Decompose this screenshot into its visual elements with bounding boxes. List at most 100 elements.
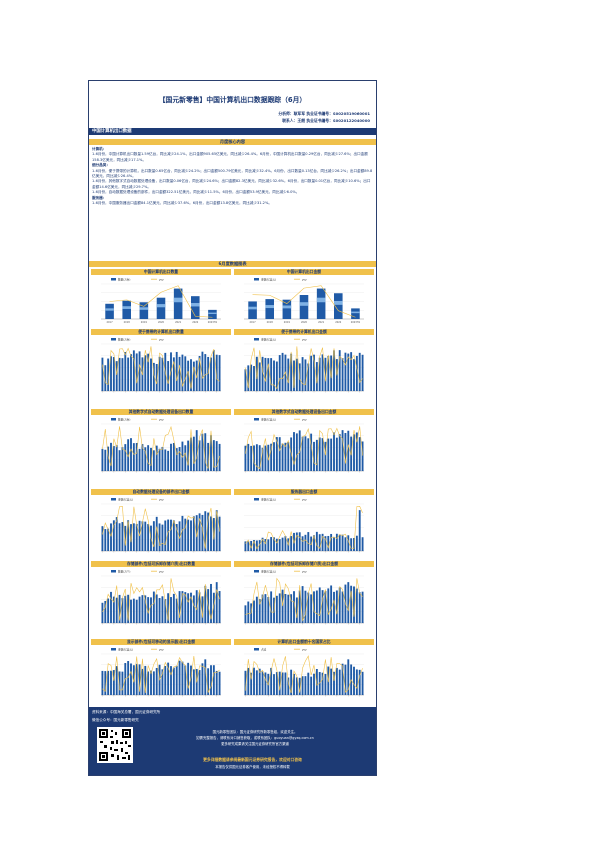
bar [178,356,181,391]
bar [358,669,361,695]
bar [293,432,295,471]
bar [295,433,298,471]
legend-label-line: yoy [302,279,307,282]
bar [338,434,341,471]
bar [158,448,161,471]
bar [299,295,309,319]
bar [261,671,264,695]
bar [290,353,293,391]
bar [173,288,183,319]
yoy-line [102,656,220,694]
bar [310,594,313,623]
bar [353,666,355,695]
bar [124,352,127,391]
bar [341,358,344,391]
bar [105,303,114,319]
bar [135,599,138,623]
bar [161,596,164,623]
paragraph: 1-6月份，便于携带的计算机，出口数量0.65亿台，同比减少24.2%；出口金额… [92,168,373,179]
bar [321,354,324,391]
bar [132,443,135,471]
legend-swatch-bar [254,278,259,281]
tick-label: 2023H1 [351,321,361,324]
bar-segment [105,308,114,311]
bar [358,592,361,623]
bar [190,437,192,471]
bar [278,539,281,551]
footer-source: 资料来源：中国海关总署，国元证券研究所 [92,710,161,714]
bar [190,592,192,623]
bar [167,361,170,391]
bar [135,443,138,471]
bar [121,671,124,695]
legend-label-bar: 数量(万台) [118,338,130,342]
bar [201,514,204,551]
bar [121,358,124,391]
legend-label-bar: 金额(亿美元) [261,278,276,282]
bar [334,293,343,319]
bar [335,533,338,551]
bar [167,450,170,471]
bar [104,449,107,471]
bar [307,363,310,391]
bar [152,521,155,551]
legend-label-bar: 金额(亿美元) [118,648,133,652]
bar [170,519,172,551]
bar [122,300,131,319]
yoy-line [102,346,220,389]
bar [281,537,284,551]
chart-svg: 金额(亿美元) yoy [244,570,364,625]
bar [310,355,313,391]
chart-svg: 金额(亿美元) yoy [101,498,221,553]
legend-label-bar: 占比 [261,648,267,652]
bar [127,661,130,695]
bar [192,669,195,695]
report-page: 【国元新零售】中国计算机出口数据跟踪（6月） 分析师：耿军军 执业证书编号：S0… [88,80,377,776]
bar [316,288,326,319]
bar [204,433,207,471]
bar [110,670,112,695]
chart-svg: 金额(亿美元) yoy 2017 2018 2019 2020 2021 2022 2023H1 [244,278,364,324]
bar [192,361,195,391]
legend-swatch-bar [254,418,259,421]
legend-label-line: yoy [302,571,307,574]
bar [147,671,150,695]
bar [247,365,250,391]
bar [281,589,284,623]
footer-disclaimer-2: 本报告仅供国元证券客户使用，未经授权不得转载 [215,765,290,769]
bar [141,595,144,623]
bar [112,446,115,471]
bar [181,661,184,695]
bar [344,432,347,471]
bar [284,672,287,695]
section-charts: 6月度数据图表 [89,261,376,267]
bar [287,594,290,623]
legend-label-bar: 数量(万台) [118,418,130,422]
bar [335,667,338,695]
bar [184,592,187,623]
bar [295,358,298,391]
yoy-line [245,655,363,694]
chart-svg: 金额(亿美元) yoy [244,338,364,393]
paragraph-subheading: 服务器： [92,195,107,200]
bar [327,588,330,623]
bar [353,586,355,623]
bar [267,358,270,391]
bar [281,352,284,391]
footer-wechat: 微信公众号：国元新零售研究 [92,718,139,722]
yoy-line [245,426,363,470]
bar [341,534,344,551]
bar [318,587,321,623]
chart-title: 存储部件(包括可拆卸存储介质)出口金额 [234,561,374,567]
legend-label-bar: 金额(亿美元) [261,570,276,574]
bar [278,593,281,623]
bar [155,516,158,551]
bar [150,447,152,471]
bar [293,673,295,695]
bar [255,540,258,551]
bar [175,524,178,551]
bar [255,444,258,471]
bar [130,354,132,391]
bar [218,516,221,551]
bar [167,519,170,551]
